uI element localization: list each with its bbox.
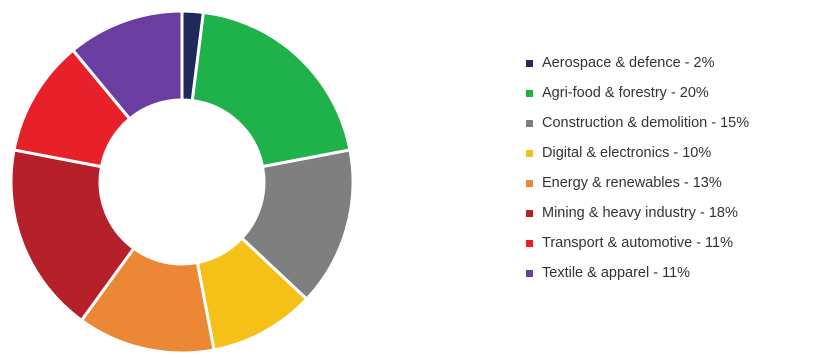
legend-swatch [526,149,533,157]
legend-item-mining-and-heavy-industry: Mining & heavy industry - 18% [526,198,749,228]
chart-legend: Aerospace & defence - 2% Agri-food & fore… [526,48,749,288]
legend-swatch [526,209,533,217]
donut-slices [9,9,355,355]
legend-swatch [526,269,533,277]
slice-mining-and-heavy-industry [9,148,136,322]
legend-swatch [526,239,533,247]
slice-textile-and-apparel [71,9,184,121]
legend-item-agri-food-and-forestry: Agri-food & forestry - 20% [526,78,749,108]
legend-item-textile-and-apparel: Textile & apparel - 11% [526,258,749,288]
legend-item-digital-and-electronics: Digital & electronics - 10% [526,138,749,168]
legend-label: Energy & renewables - 13% [542,175,722,191]
legend-label: Textile & apparel - 11% [542,265,691,281]
legend-item-energy-and-renewables: Energy & renewables - 13% [526,168,749,198]
legend-swatch [526,179,533,187]
legend-label: Mining & heavy industry - 18% [542,205,738,221]
legend-label: Transport & automotive - 11% [542,235,733,251]
legend-swatch [526,89,533,97]
legend-label: Agri-food & forestry - 20% [542,85,709,101]
legend-item-aerospace-and-defence: Aerospace & defence - 2% [526,48,749,78]
legend-swatch [526,59,533,67]
legend-item-construction-and-demolition: Construction & demolition - 15% [526,108,749,138]
slice-agri-food-and-forestry [190,10,352,169]
legend-label: Construction & demolition - 15% [542,115,750,131]
legend-label: Digital & electronics - 10% [542,145,712,161]
legend-label: Aerospace & defence - 2% [542,55,715,71]
legend-swatch [526,119,533,127]
legend-item-transport-and-automotive: Transport & automotive - 11% [526,228,749,258]
